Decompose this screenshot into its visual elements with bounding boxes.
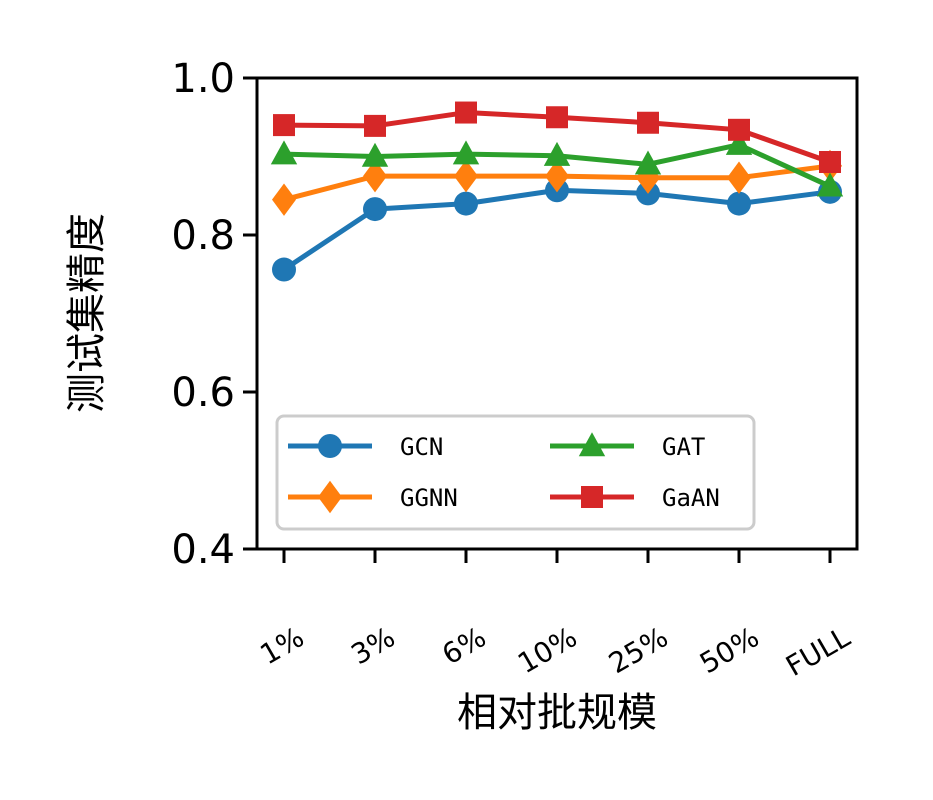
x-tick-label: FULL [780,620,856,683]
y-tick-label: 1.0 [171,56,235,102]
legend-box [275,414,756,531]
data-point [637,111,659,134]
y-tick-label: 0.8 [171,213,235,259]
series-gaan [273,101,841,173]
legend: GCN GGNN GAT GaAN [275,414,756,531]
data-point [454,159,478,193]
data-point [452,140,480,165]
data-point [545,159,569,193]
legend-label: GGNN [400,484,458,512]
data-point [363,159,387,193]
x-tick-label: 1% [255,620,310,671]
data-point [819,150,841,173]
y-axis-title: 测试集精度 [64,213,110,413]
x-tick-label: 6% [437,620,492,671]
legend-label: GCN [400,433,443,461]
data-point [270,140,298,165]
data-point [546,106,568,129]
data-point [727,161,751,194]
legend-marker [578,432,606,457]
data-point [634,150,662,175]
legend-label: GAT [662,433,705,461]
series-gat [270,130,844,197]
data-point [816,172,844,197]
x-tick-label: 25% [603,620,673,680]
data-point [455,101,477,124]
x-axis: 1% 3% 6% 10% 25% 50% FULL [255,549,856,683]
data-point [272,183,296,216]
data-point [364,114,386,137]
y-axis: 0.4 0.6 0.8 1.0 [171,56,257,573]
data-point [454,191,478,216]
legend-label: GaAN [662,484,720,512]
plot-area [270,101,844,282]
data-point [363,197,387,222]
y-tick-label: 0.6 [171,370,235,416]
x-tick-label: 50% [694,620,764,680]
data-point [543,141,571,166]
data-point [273,114,295,137]
data-point [725,130,753,155]
data-point [272,257,296,282]
x-tick-label: 10% [512,620,582,680]
x-axis-title: 相对批规模 [457,690,657,736]
legend-marker [318,434,342,458]
data-point [727,191,751,216]
data-point [728,118,750,141]
series-gcn [272,178,842,282]
data-point [361,142,389,167]
legend-marker [581,486,603,508]
x-tick-label: 3% [346,620,401,671]
legend-marker [318,480,342,514]
y-tick-label: 0.4 [171,527,235,573]
